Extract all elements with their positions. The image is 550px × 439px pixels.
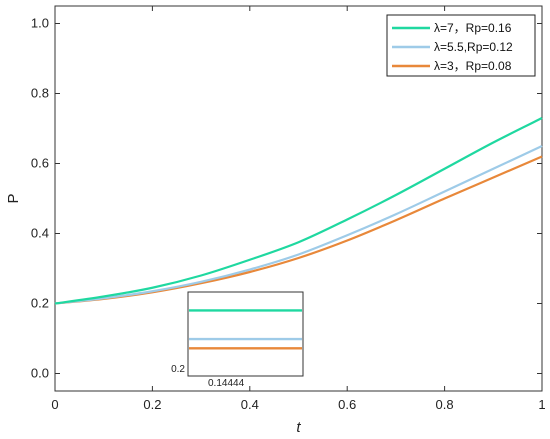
y-axis-ticks: 0.0 0.2 0.4 0.6 0.8 1.0 [31, 16, 542, 381]
legend: λ=7，Rp=0.16 λ=5.5,Rp=0.12 λ=3，Rp=0.08 [386, 14, 536, 77]
y-tick-label: 0.8 [31, 86, 49, 101]
y-tick-label: 0.6 [31, 156, 49, 171]
inset-lines [189, 309, 302, 350]
x-tick-label: 1 [538, 397, 545, 412]
x-axis-label: t [296, 419, 301, 436]
y-axis-label: P [5, 193, 22, 203]
inset-y-tick-label: 0.2 [171, 364, 185, 375]
y-tick-label: 0.0 [31, 366, 49, 381]
legend-items: λ=7，Rp=0.16 λ=5.5,Rp=0.12 λ=3，Rp=0.08 [392, 21, 513, 73]
x-tick-label: 0 [51, 397, 58, 412]
inset: 0.2 0.14444 [171, 291, 304, 389]
x-tick-label: 0.8 [436, 397, 454, 412]
inset-x-tick-label: 0.14444 [208, 378, 245, 389]
x-axis-ticks: 0 0.2 0.4 0.6 0.8 1 [51, 6, 546, 412]
x-tick-label: 0.4 [241, 397, 259, 412]
series-lines [54, 117, 543, 305]
legend-label-3: λ=3，Rp=0.08 [434, 59, 512, 73]
series-line-2 [54, 145, 543, 305]
inset-frame [187, 291, 304, 377]
x-tick-label: 0.2 [143, 397, 161, 412]
legend-label-1: λ=7，Rp=0.16 [434, 21, 512, 35]
y-tick-label: 0.4 [31, 226, 49, 241]
series-line-1 [54, 117, 543, 305]
legend-label-2: λ=5.5,Rp=0.12 [434, 40, 513, 54]
x-tick-label: 0.6 [338, 397, 356, 412]
y-tick-label: 1.0 [31, 16, 49, 31]
y-tick-label: 0.2 [31, 296, 49, 311]
